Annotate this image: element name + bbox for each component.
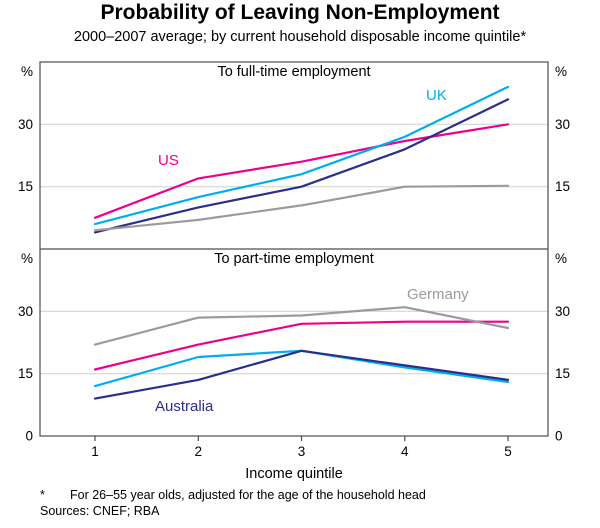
line-australia [93, 98, 510, 234]
panel-title-parttime: To part-time employment [214, 251, 374, 267]
line-uk [93, 85, 510, 226]
x-tick-label: 4 [401, 444, 409, 459]
footnote-marker: * [40, 488, 45, 502]
y-tick-label-left: 30 [18, 304, 33, 319]
x-tick-label: 3 [298, 444, 306, 459]
series-label-australia: Australia [155, 398, 214, 415]
series-label-uk: UK [426, 87, 447, 104]
y-axis-unit-right: % [555, 251, 567, 266]
y-tick-label-right: 30 [555, 117, 570, 132]
chart-title: Probability of Leaving Non-Employment [100, 1, 500, 24]
line-australia [93, 349, 510, 400]
y-axis-unit-left: % [21, 251, 33, 266]
y-tick-label-left: 0 [25, 429, 33, 444]
line-germany [93, 306, 510, 346]
footnote-text: For 26–55 year olds, adjusted for the ag… [70, 488, 426, 502]
y-tick-label-left: 15 [18, 366, 33, 381]
y-tick-label-right: 30 [555, 304, 570, 319]
y-tick-label-left: 30 [18, 117, 33, 132]
x-tick-label: 1 [91, 444, 99, 459]
line-us [93, 320, 510, 371]
x-tick-label: 5 [504, 444, 512, 459]
sources-line: Sources: CNEF; RBA [40, 504, 160, 518]
plot-frame [39, 61, 549, 437]
series-label-germany: Germany [407, 286, 469, 303]
footnote: * For 26–55 year olds, adjusted for the … [40, 488, 590, 502]
x-axis-title: Income quintile [245, 466, 343, 482]
line-uk [93, 349, 510, 388]
y-axis-unit-left: % [21, 64, 33, 79]
chart-subtitle: 2000–2007 average; by current household … [73, 29, 527, 45]
y-tick-label-left: 15 [18, 179, 33, 194]
y-tick-label-right: 15 [555, 366, 570, 381]
y-tick-label-right: 15 [555, 179, 570, 194]
y-axis-unit-right: % [555, 64, 567, 79]
panel-title-fulltime: To full-time employment [217, 64, 371, 80]
y-tick-label-right: 0 [555, 429, 563, 444]
x-tick-label: 2 [195, 444, 203, 459]
series-label-us: US [158, 152, 179, 169]
line-germany [93, 184, 510, 232]
line-us [93, 123, 510, 219]
